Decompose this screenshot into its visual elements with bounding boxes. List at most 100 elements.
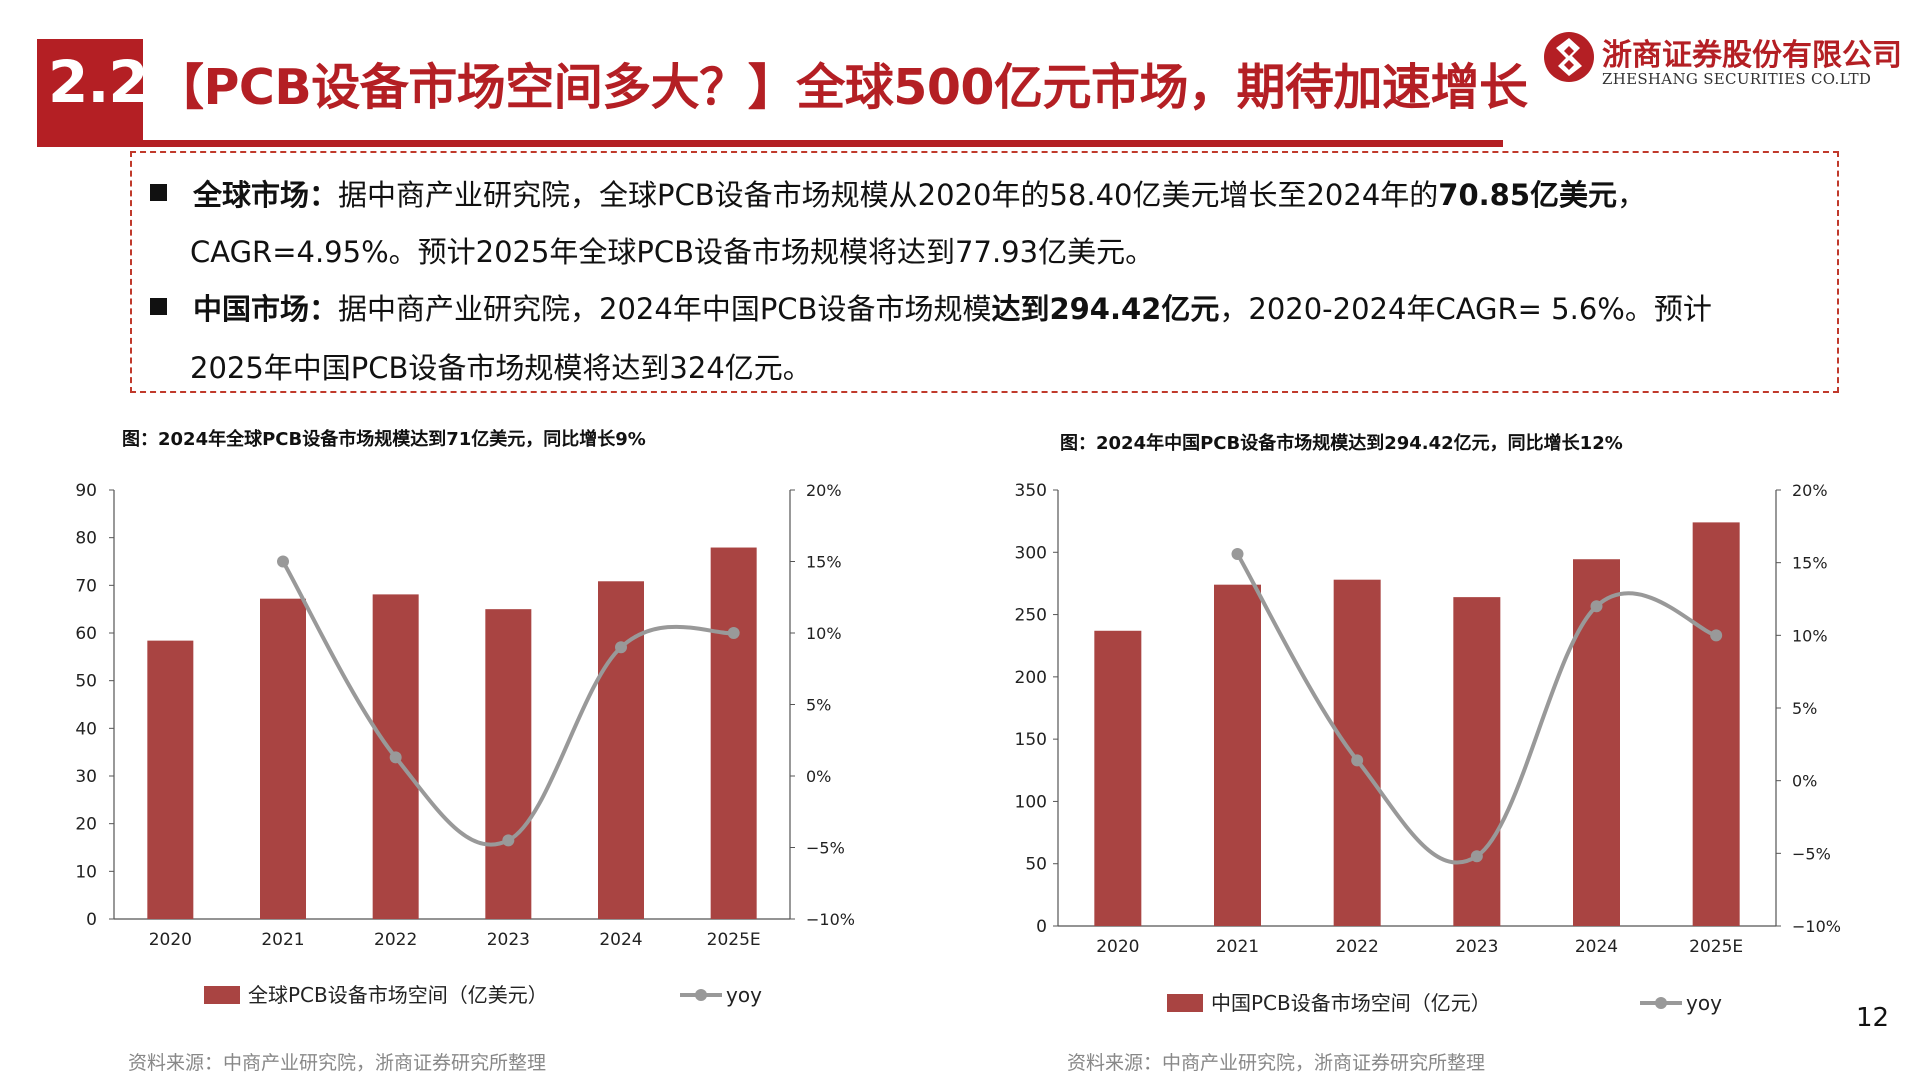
china-bar [1573,559,1620,926]
china-x-tick-label: 2022 [1336,937,1379,957]
china-left-tick-label: 200 [1015,668,1047,688]
chart-china-source: 资料来源：中商产业研究院，浙商证券研究所整理 [1067,1052,1486,1074]
china-yoy-point [1710,629,1723,642]
global-right-tick-label: −10% [806,910,855,929]
note-global-text: 据中商产业研究院，全球PCB设备市场规模从2020年的58.40亿美元增长至20… [338,178,1439,212]
china-legend-bar-label: 中国PCB设备市场空间（亿元） [1211,991,1491,1015]
bullet-square-icon [150,298,167,315]
global-left-tick-label: 20 [75,815,97,835]
global-legend-line-label: yoy [726,983,762,1007]
global-yoy-point [615,641,627,654]
global-right-tick-label: 10% [806,624,842,643]
global-left-tick-label: 90 [75,481,97,501]
china-bar [1094,630,1142,926]
china-right-tick-label: 20% [1792,481,1828,500]
global-left-tick-label: 60 [75,624,97,644]
china-left-tick-label: 50 [1025,855,1047,875]
china-legend-line-label: yoy [1686,991,1722,1015]
global-left-tick-label: 30 [75,767,97,787]
china-yoy-point [1590,600,1603,613]
company-logo: 浙商证券股份有限公司 ZHESHANG SECURITIES CO.LTD [1542,30,1902,94]
global-legend-line-marker [695,989,707,1001]
note-china-label: 中国市场： [193,292,339,326]
china-left-tick-label: 150 [1015,730,1047,750]
china-left-tick-label: 250 [1015,606,1047,626]
note-china: 中国市场：据中商产业研究院，2024年中国PCB设备市场规模达到294.42亿元… [150,286,1712,328]
note-global: 全球市场：据中商产业研究院，全球PCB设备市场规模从2020年的58.40亿美元… [150,172,1646,214]
global-left-tick-label: 0 [86,910,97,930]
china-right-tick-label: 0% [1792,772,1817,791]
china-right-tick-label: −10% [1792,917,1841,936]
china-x-tick-label: 2025E [1689,937,1743,957]
global-right-tick-label: 5% [806,696,831,715]
china-x-tick-label: 2021 [1216,937,1259,957]
global-yoy-point [727,627,740,639]
china-right-tick-label: 5% [1792,699,1817,718]
china-bar [1453,597,1501,926]
china-right-tick-label: −5% [1792,844,1831,863]
page-number: 12 [1856,1003,1890,1033]
global-bar [710,547,757,919]
china-x-tick-label: 2024 [1575,937,1618,957]
global-right-tick-label: −5% [806,839,845,858]
global-bar [147,640,194,919]
logo-name-en: ZHESHANG SECURITIES CO.LTD [1602,70,1872,88]
global-yoy-point [277,555,289,568]
global-x-tick-label: 2022 [374,930,417,950]
global-yoy-point [502,834,515,847]
bullet-square-icon [150,184,167,201]
global-legend-bar-label: 全球PCB设备市场空间（亿美元） [248,983,548,1007]
global-left-tick-label: 10 [75,862,97,882]
note-china-text-2: ，2020-2024年CAGR= 5.6%。预计 [1219,292,1712,326]
global-left-tick-label: 40 [75,719,97,739]
china-bar [1333,579,1381,926]
china-legend-line-marker [1655,997,1667,1009]
logo-name-cn: 浙商证券股份有限公司 [1602,38,1902,73]
china-right-tick-label: 10% [1792,626,1828,645]
global-right-tick-label: 20% [806,481,842,500]
note-global-text-2: ， [1617,178,1647,212]
china-right-tick-label: 15% [1792,554,1828,573]
global-x-tick-label: 2024 [599,930,642,950]
page-title: 【PCB设备市场空间多大？】全球500亿元市场，期待加速增长 [155,59,1528,116]
global-left-tick-label: 80 [75,529,97,549]
china-left-tick-label: 350 [1015,481,1047,501]
global-bar [260,598,306,919]
china-left-tick-label: 0 [1036,917,1047,937]
global-right-tick-label: 15% [806,553,842,572]
china-yoy-point [1351,754,1364,767]
china-legend-bar-swatch [1167,994,1203,1012]
note-china-bold: 达到294.42亿元 [991,292,1220,326]
chart-global-title: 图：2024年全球PCB设备市场规模达到71亿美元，同比增长9% [122,429,646,450]
note-global-bold: 70.85亿美元 [1438,178,1618,212]
china-bar [1214,584,1261,926]
note-china-text: 据中商产业研究院，2024年中国PCB设备市场规模 [338,292,992,326]
global-x-tick-label: 2021 [261,930,304,950]
china-yoy-point [1470,850,1483,863]
china-x-tick-label: 2020 [1096,937,1139,957]
logo-mark-icon [1544,32,1594,82]
china-x-tick-label: 2023 [1455,937,1498,957]
global-legend-bar-swatch [204,986,240,1004]
global-x-tick-label: 2025E [707,930,761,950]
title-underline [143,140,1503,147]
china-yoy-point [1231,547,1244,560]
global-right-tick-label: 0% [806,767,831,786]
global-x-tick-label: 2020 [149,930,192,950]
notes-box [130,151,1839,393]
global-bar [598,581,644,919]
section-number: 2.2 [48,48,149,116]
global-x-tick-label: 2023 [487,930,530,950]
section-badge [37,39,143,147]
chart-china-title: 图：2024年中国PCB设备市场规模达到294.42亿元，同比增长12% [1060,433,1623,454]
note-china-line2: 2025年中国PCB设备市场规模将达到324亿元。 [190,351,812,385]
global-left-tick-label: 50 [75,672,97,692]
global-left-tick-label: 70 [75,576,97,596]
china-bar [1692,522,1740,926]
chart-global-source: 资料来源：中商产业研究院，浙商证券研究所整理 [128,1052,547,1074]
china-left-tick-label: 100 [1015,792,1047,812]
china-left-tick-label: 300 [1015,543,1047,563]
global-yoy-point [389,751,402,764]
note-global-line2: CAGR=4.95%。预计2025年全球PCB设备市场规模将达到77.93亿美元… [190,235,1155,269]
